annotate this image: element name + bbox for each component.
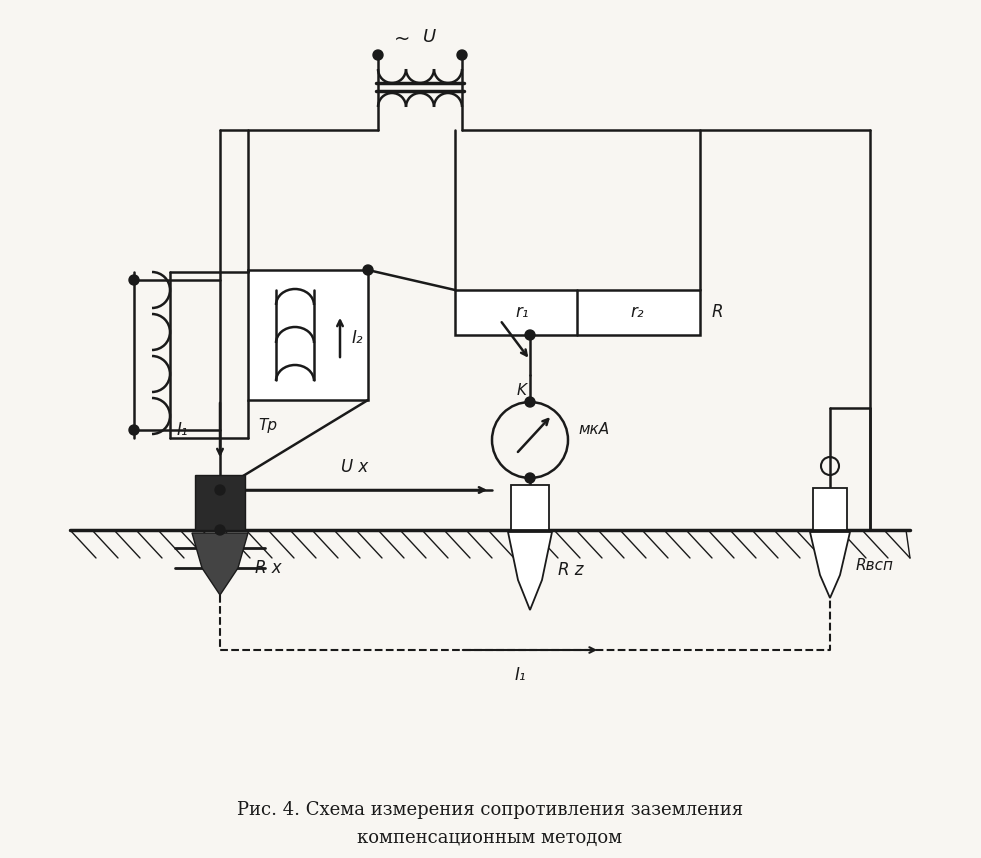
Circle shape — [525, 330, 535, 340]
Circle shape — [215, 525, 225, 535]
Circle shape — [363, 265, 373, 275]
Polygon shape — [511, 485, 549, 530]
Text: Рис. 4. Схема измерения сопротивления заземления: Рис. 4. Схема измерения сопротивления за… — [237, 801, 743, 819]
Circle shape — [215, 485, 225, 495]
Text: мкА: мкА — [578, 422, 609, 438]
Polygon shape — [455, 290, 700, 335]
Text: ~: ~ — [393, 29, 410, 49]
Text: I₁: I₁ — [514, 666, 526, 684]
Circle shape — [525, 397, 535, 407]
Text: K: K — [517, 383, 527, 398]
Text: I₂: I₂ — [352, 329, 364, 347]
Circle shape — [129, 275, 139, 285]
Circle shape — [129, 425, 139, 435]
Text: компенсационным методом: компенсационным методом — [357, 829, 623, 847]
Text: Rвсп: Rвсп — [856, 558, 894, 572]
Text: r₂: r₂ — [630, 303, 644, 321]
Text: U: U — [424, 28, 437, 46]
Circle shape — [373, 50, 383, 60]
Text: r₁: r₁ — [515, 303, 529, 321]
Polygon shape — [192, 533, 248, 595]
Polygon shape — [508, 532, 552, 610]
Circle shape — [457, 50, 467, 60]
Polygon shape — [195, 475, 245, 530]
Polygon shape — [813, 488, 847, 530]
Circle shape — [525, 473, 535, 483]
Text: R x: R x — [255, 559, 282, 577]
Polygon shape — [810, 532, 850, 598]
Text: I₁: I₁ — [177, 421, 187, 439]
Text: U x: U x — [341, 458, 369, 476]
Text: Tp: Tp — [258, 418, 277, 433]
Polygon shape — [248, 270, 368, 400]
Text: R z: R z — [558, 561, 584, 579]
Text: R: R — [712, 303, 724, 321]
